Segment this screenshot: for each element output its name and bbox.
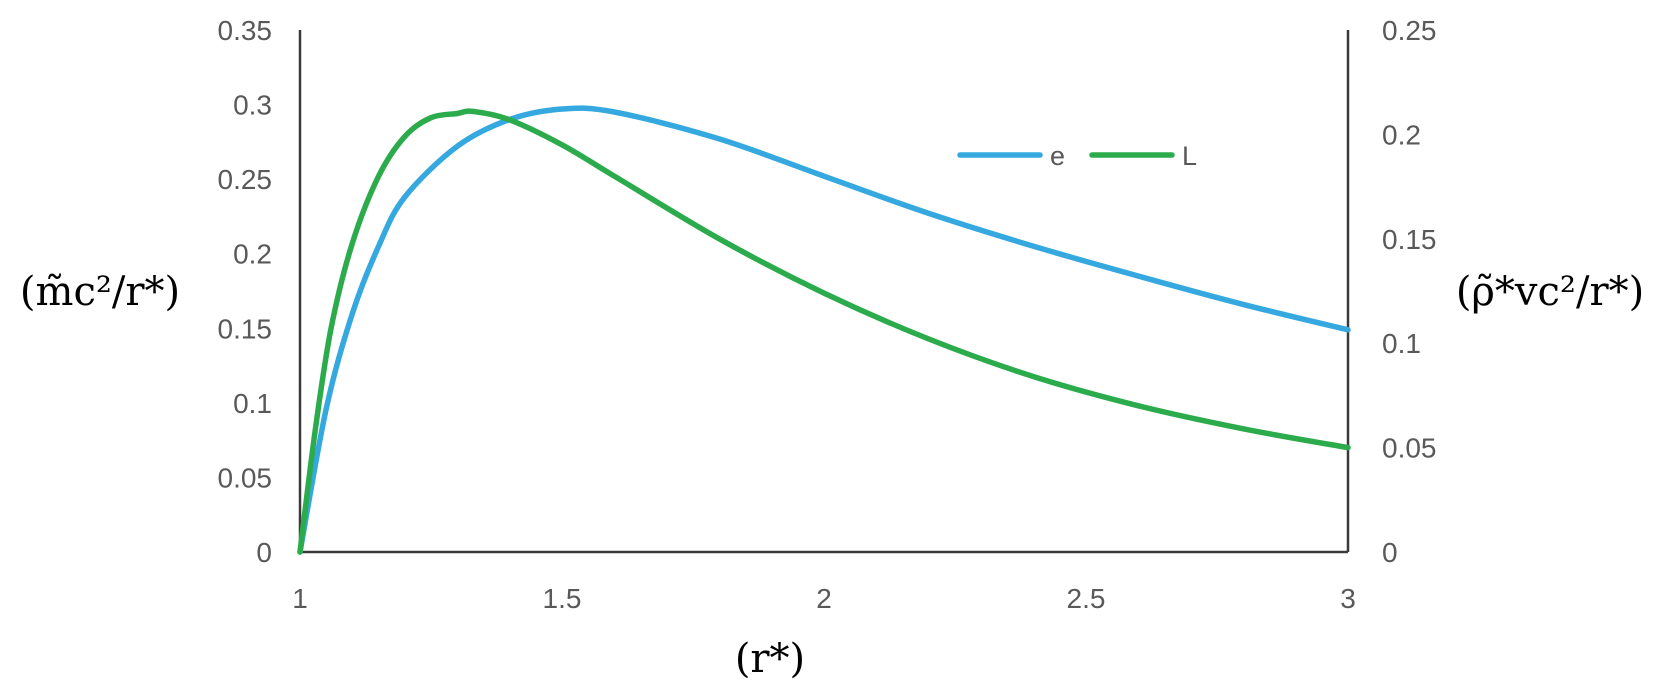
y-left-tick-label: 0.15 <box>218 313 273 344</box>
series-line-e <box>297 105 1351 555</box>
y-left-tick-label: 0.05 <box>218 462 273 493</box>
x-tick-label: 1 <box>292 583 308 614</box>
y-axis-right-title: (ρ̃*vc²/r*) <box>1456 269 1644 315</box>
y-right-tick-label: 0 <box>1382 537 1398 568</box>
axis-titles: (m̃c²/r*) (ρ̃*vc²/r*) (r*) <box>20 269 1644 682</box>
x-tick-label: 3 <box>1340 583 1356 614</box>
tick-labels: 0 0.05 0.1 0.15 0.2 0.25 0.3 0.35 0 0.05 0.1 0.15 0.… <box>218 15 1437 614</box>
x-tick-label: 2.5 <box>1067 583 1106 614</box>
y-left-tick-label: 0.35 <box>218 15 273 46</box>
x-tick-label: 2 <box>816 583 832 614</box>
y-left-tick-label: 0 <box>256 537 272 568</box>
y-right-tick-label: 0.15 <box>1382 224 1437 255</box>
y-left-tick-label: 0.3 <box>233 90 272 121</box>
x-tick-label: 1.5 <box>543 583 582 614</box>
y-right-tick-label: 0.2 <box>1382 119 1421 150</box>
series-line-L <box>297 108 1351 555</box>
legend-label-L: L <box>1182 141 1197 171</box>
y-right-tick-label: 0.25 <box>1382 15 1437 46</box>
axes <box>298 30 1350 554</box>
y-left-tick-label: 0.25 <box>218 164 273 195</box>
y-right-tick-label: 0.05 <box>1382 433 1437 464</box>
y-left-tick-label: 0.2 <box>233 239 272 270</box>
x-axis-title: (r*) <box>735 636 805 682</box>
y-right-tick-label: 0.1 <box>1382 328 1421 359</box>
y-left-tick-label: 0.1 <box>233 388 272 419</box>
y-axis-left-title: (m̃c²/r*) <box>20 269 180 315</box>
legend-label-e: e <box>1050 141 1065 171</box>
series-lines <box>297 105 1351 555</box>
